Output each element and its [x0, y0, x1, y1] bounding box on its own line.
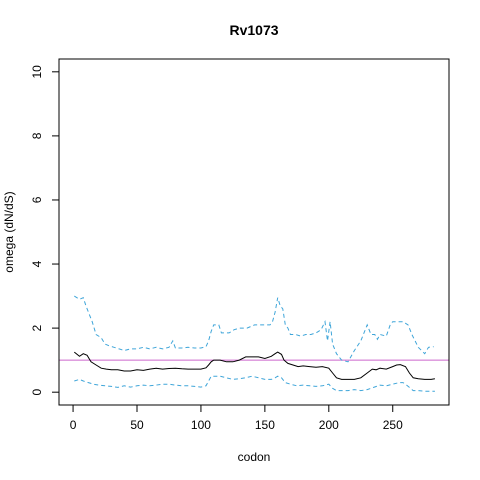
x-tick-label: 0	[70, 418, 77, 432]
plot-border	[58, 58, 450, 406]
x-tick-label: 250	[383, 418, 403, 432]
y-tick-label: 10	[30, 65, 44, 79]
x-tick-label: 50	[130, 418, 144, 432]
series-lower-bound	[74, 375, 435, 392]
chart-title: Rv1073	[229, 22, 278, 38]
y-tick-label: 8	[30, 132, 44, 139]
x-axis-label: codon	[238, 450, 271, 464]
y-tick-label: 4	[30, 260, 44, 267]
series-upper-bound	[74, 295, 434, 363]
y-axis-label: omega (dN/dS)	[2, 191, 16, 272]
plot-area	[59, 295, 449, 392]
y-tick-label: 0	[30, 389, 44, 396]
y-axis: 0 2 4 6 8 10	[30, 65, 60, 396]
series-estimate	[73, 351, 435, 380]
y-tick-label: 6	[30, 196, 44, 203]
x-tick-label: 150	[255, 418, 275, 432]
y-tick-label: 2	[30, 324, 44, 331]
x-axis: 0 50 100 150 200 250	[70, 404, 403, 432]
x-tick-label: 200	[319, 418, 339, 432]
x-tick-label: 100	[191, 418, 211, 432]
